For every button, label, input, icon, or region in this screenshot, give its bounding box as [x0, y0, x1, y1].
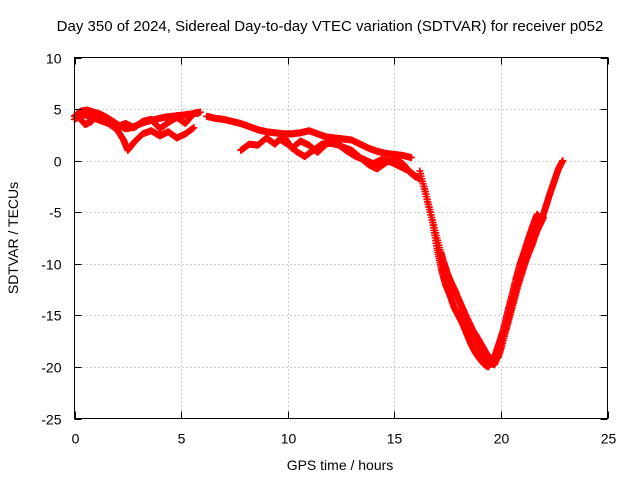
data-point: [412, 173, 420, 181]
x-tick-label: 15: [387, 431, 403, 447]
chart-title: Day 350 of 2024, Sidereal Day-to-day VTE…: [56, 18, 604, 35]
data-points: [71, 106, 567, 371]
x-tick-label: 20: [494, 431, 510, 447]
data-point: [196, 108, 204, 116]
x-tick-label: 25: [601, 431, 617, 447]
y-tick-label: -25: [41, 412, 61, 428]
series-trace-6: [275, 135, 420, 181]
data-point: [190, 124, 198, 132]
plot-frame: [74, 57, 608, 419]
y-tick-label: -5: [49, 205, 62, 221]
grid: [74, 57, 608, 419]
series-trace-7: [416, 157, 567, 371]
y-tick-label: -15: [41, 308, 61, 324]
y-tick-label: -20: [41, 360, 61, 376]
series-trace-3: [75, 108, 204, 133]
x-tick-label: 10: [281, 431, 297, 447]
tick-marks: [74, 57, 609, 420]
data-point: [407, 154, 415, 162]
y-tick-label: 0: [54, 154, 62, 170]
data-point: [540, 213, 548, 221]
y-tick-labels: -25 -20 -15 -10 -5 0 5 10: [41, 51, 61, 428]
y-tick-label: 5: [54, 102, 62, 118]
y-tick-label: -10: [41, 257, 61, 273]
y-axis-label: SDTVAR / TECUs: [5, 182, 21, 294]
x-axis-label: GPS time / hours: [287, 457, 394, 473]
x-tick-labels: 0 5 10 15 20 25: [72, 431, 617, 447]
data-point: [559, 157, 567, 165]
x-tick-label: 5: [178, 431, 186, 447]
series-trace-9: [437, 213, 548, 366]
series-trace-4: [203, 112, 415, 162]
y-tick-label: 10: [46, 51, 62, 67]
x-tick-label: 0: [72, 431, 80, 447]
